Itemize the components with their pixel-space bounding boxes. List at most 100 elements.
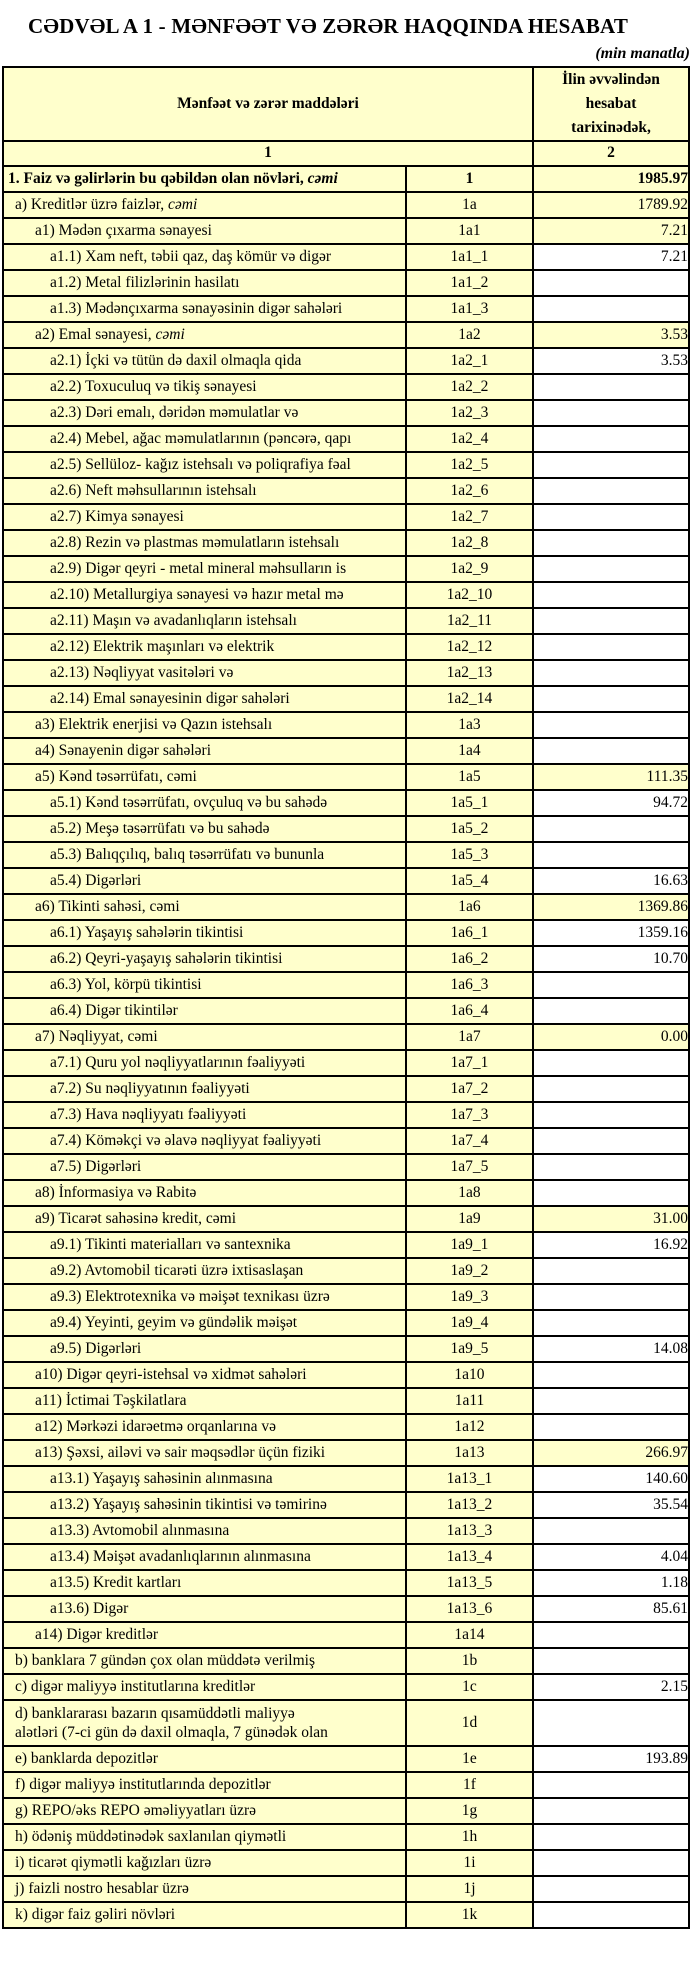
item-label: a2.12) Elektrik maşınları və elektrik [50,637,275,655]
table-row: a13.5) Kredit kartları 1a13_5 1.18 [2,1568,690,1597]
item-label-cell: a9) Ticarət sahəsinə kredit, cəmi [2,1204,407,1233]
item-value-cell: 140.60 [532,1464,690,1493]
item-label-cell: a10) Digər qeyri-istehsal və xidmət sahə… [2,1360,407,1389]
item-label: a2.3) Dəri emalı, dəridən məmulatlar və [50,403,299,421]
item-label: a8) İnformasiya və Rabitə [35,1183,197,1201]
item-label-cell: a2.12) Elektrik maşınları və elektrik [2,632,407,661]
item-label: a2.1) İçki və tütün də daxil olmaqla qid… [50,351,302,369]
item-value-cell [532,372,690,401]
item-label: a5.2) Meşə təsərrüfatı və bu sahədə [50,819,270,837]
value-header-line1: İlin əvvəlindən [562,71,660,88]
table-row: e) banklarda depozitlər 1e 193.89 [2,1744,690,1773]
table-row: a2) Emal sənayesi, cəmi 1a2 3.53 [2,320,690,349]
item-label-cell: a1.3) Mədənçıxarma sənayəsinin digər sah… [2,294,407,323]
item-code-cell: 1a11 [405,1386,534,1415]
item-label-cell: a2.4) Mebel, ağac məmulatlarının (pəncər… [2,424,407,453]
item-label: a5.1) Kənd təsərrüfatı, ovçuluq və bu sa… [50,793,328,811]
table-row: a1) Mədən çıxarma sənayesi 1a1 7.21 [2,216,690,245]
item-label-cell: a11) İctimai Təşkilatlara [2,1386,407,1415]
item-label-cell: a3) Elektrik enerjisi və Qazın istehsalı [2,710,407,739]
item-value-cell: 266.97 [532,1438,690,1467]
item-label-cell: a2.10) Metallurgiya sənayesi və hazır me… [2,580,407,609]
item-label: a6.1) Yaşayış sahələrin tikintisi [50,923,244,941]
item-label-cell: a7.3) Hava nəqliyyatı fəaliyyəti [2,1100,407,1129]
item-label-cell: a6.3) Yol, körpü tikintisi [2,970,407,999]
item-label: a3) Elektrik enerjisi və Qazın istehsalı [35,715,273,733]
item-label: a13.2) Yaşayış sahəsinin tikintisi və tə… [50,1495,327,1513]
item-code-cell: 1a2_11 [405,606,534,635]
item-code-cell: 1a5_1 [405,788,534,817]
item-code-cell: 1 [405,164,534,193]
table-row: a2.6) Neft məhsullarının istehsalı 1a2_6 [2,476,690,505]
item-value-cell [532,1386,690,1415]
item-value-cell [532,736,690,765]
item-label-cell: a9.3) Elektrotexnika və məişət texnikası… [2,1282,407,1311]
item-value-cell [532,970,690,999]
item-value-cell [532,1698,690,1747]
item-code-cell: 1a1_3 [405,294,534,323]
item-value-cell: 31.00 [532,1204,690,1233]
item-value-cell [532,1874,690,1903]
item-code-cell: 1a14 [405,1620,534,1649]
item-label-cell: a13.2) Yaşayış sahəsinin tikintisi və tə… [2,1490,407,1519]
item-label-cell: a13.6) Digər [2,1594,407,1623]
item-value-cell [532,1770,690,1799]
item-label: a7) Nəqliyyat, cəmi [35,1027,158,1045]
table-row: a9.1) Tikinti materialları və santexnika… [2,1230,690,1259]
item-label-cell: a5) Kənd təsərrüfatı, cəmi [2,762,407,791]
item-value-cell: 1369.86 [532,892,690,921]
item-label-cell: a9.2) Avtomobil ticarəti üzrə ixtisaslaş… [2,1256,407,1285]
item-code-cell: 1a4 [405,736,534,765]
item-label: a2.14) Emal sənayesinin digər sahələri [50,689,290,707]
item-code-cell: 1a5_4 [405,866,534,895]
item-label-cell: a13.3) Avtomobil alınmasına [2,1516,407,1545]
item-label: a1.1) Xam neft, təbii qaz, daş kömür və … [50,247,332,265]
table-row: a2.7) Kimya sənayesi 1a2_7 [2,502,690,531]
item-label: a9.3) Elektrotexnika və məişət texnikası… [50,1287,330,1305]
item-value-cell [532,840,690,869]
item-label: d) banklararası bazarın qısamüddətli mal… [15,1704,328,1741]
item-code-cell: 1a6 [405,892,534,921]
item-code-cell: 1g [405,1796,534,1825]
item-label-cell: a2.7) Kimya sənayesi [2,502,407,531]
table-row: b) banklara 7 gündən çox olan müddətə ve… [2,1646,690,1675]
item-label-cell: a6.4) Digər tikintilər [2,996,407,1025]
item-label-cell: a9.4) Yeyinti, geyim və gündəlik məişət [2,1308,407,1337]
item-code-cell: 1a2_5 [405,450,534,479]
item-value-cell [532,658,690,687]
item-label: c) digər maliyyə institutlarına kreditlə… [15,1677,256,1695]
item-value-cell: 111.35 [532,762,690,791]
item-code-cell: 1a1 [405,216,534,245]
column-number-items: 1 [2,140,534,167]
item-label-cell: a4) Sənayenin digər sahələri [2,736,407,765]
item-value-cell [532,1282,690,1311]
item-value-cell: 1.18 [532,1568,690,1597]
item-label: a2.13) Nəqliyyat vasitələri və [50,663,234,681]
item-code-cell: 1a13_4 [405,1542,534,1571]
item-code-cell: 1a2_14 [405,684,534,713]
item-value-cell [532,1048,690,1077]
table-row: a6.4) Digər tikintilər 1a6_4 [2,996,690,1025]
item-label: a2) Emal sənayesi, [35,325,156,343]
item-code-cell: 1a2_10 [405,580,534,609]
item-label: a) Kreditlər üzrə faizlər, [15,195,168,213]
item-value-cell: 1789.92 [532,190,690,219]
table-row: a5.3) Balıqçılıq, balıq təsərrüfatı və b… [2,840,690,869]
item-code-cell: 1a2 [405,320,534,349]
item-label-cell: a5.2) Meşə təsərrüfatı və bu sahədə [2,814,407,843]
table-row: a14) Digər kreditlər 1a14 [2,1620,690,1649]
items-column-header: Mənfəət və zərər maddələri [2,66,534,142]
item-value-cell: 10.70 [532,944,690,973]
table-row: a2.1) İçki və tütün də daxil olmaqla qid… [2,346,690,375]
item-code-cell: 1a6_2 [405,944,534,973]
item-code-cell: 1j [405,1874,534,1903]
column-number-value: 2 [532,140,690,167]
item-label-cell: a) Kreditlər üzrə faizlər, cəmi [2,190,407,219]
item-label: a13.3) Avtomobil alınmasına [50,1521,230,1539]
table-row: a4) Sənayenin digər sahələri 1a4 [2,736,690,765]
item-label-cell: a2.9) Digər qeyri - metal mineral məhsul… [2,554,407,583]
table-row: i) ticarət qiymətli kağızları üzrə 1i [2,1848,690,1877]
item-label-cell: a7) Nəqliyyat, cəmi [2,1022,407,1051]
item-label-cell: e) banklarda depozitlər [2,1744,407,1773]
